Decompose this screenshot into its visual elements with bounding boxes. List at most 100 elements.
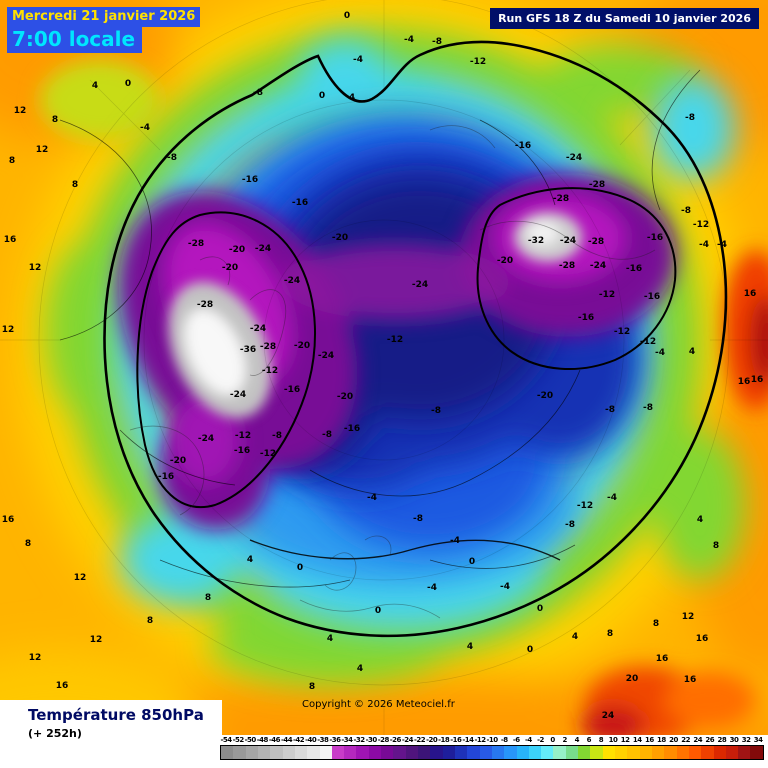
temperature-label: -12: [599, 290, 615, 300]
colorbar-tick-label: 26: [705, 736, 715, 744]
temperature-label: 16: [744, 289, 757, 299]
temperature-label: -12: [262, 366, 278, 376]
colorbar-tick-label: -8: [500, 736, 508, 744]
colorbar-tick-label: -46: [268, 736, 281, 744]
colorbar-segment: [282, 746, 295, 759]
colorbar-tick-label: -4: [525, 736, 532, 744]
colorbar-segment: [405, 746, 418, 759]
colorbar-segment: [504, 746, 517, 759]
temperature-label: -8: [413, 514, 423, 524]
temperature-label: 4: [357, 664, 363, 674]
colorbar-tick-label: -38: [317, 736, 329, 744]
colorbar-segment: [233, 746, 246, 759]
temperature-label: 16: [56, 681, 69, 691]
temperature-label: -8: [167, 153, 177, 163]
temperature-label: -28: [197, 300, 213, 310]
temperature-label: -16: [284, 385, 300, 395]
temperature-label: 0: [469, 557, 475, 567]
temperature-label: 12: [36, 145, 49, 155]
temperature-label: 12: [29, 263, 42, 273]
temperature-label: 12: [74, 573, 87, 583]
colorbar-segment: [713, 746, 726, 759]
temperature-label: 12: [682, 612, 695, 622]
colorbar-segment: [553, 746, 566, 759]
temperature-label: 4: [467, 642, 473, 652]
temperature-label: -28: [188, 239, 204, 249]
temperature-label: 12: [29, 653, 42, 663]
colorbar-segment: [664, 746, 677, 759]
temperature-label: -4: [717, 240, 727, 250]
colorbar-tick-label: 18: [657, 736, 666, 744]
temperature-label: 0: [527, 645, 533, 655]
temperature-label: -24: [284, 276, 300, 286]
colorbar-tick-label: 4: [574, 736, 580, 744]
temperature-label: 16: [4, 235, 17, 245]
colorbar-tick-label: -14: [462, 736, 474, 744]
colorbar-segment: [356, 746, 369, 759]
temperature-label: -8: [605, 405, 615, 415]
temperature-label: -8: [643, 403, 653, 413]
colorbar-labels: -54 -52 -50 -48 -46 -44 -42 -40 -38 -36 -34 -32 -30-…: [220, 736, 764, 744]
contour-lines-layer: [59, 40, 728, 638]
map-title-block: Température 850hPa (+ 252h): [0, 700, 222, 768]
temperature-label: -4: [655, 348, 665, 358]
colorbar-tick-label: -26: [389, 736, 402, 744]
temperature-label: -28: [589, 180, 605, 190]
colorbar-segment: [442, 746, 455, 759]
temperature-label: 4: [247, 555, 253, 565]
temperature-label: 8: [653, 619, 659, 629]
colorbar-segment: [418, 746, 431, 759]
temperature-label: -12: [693, 220, 709, 230]
temperature-label: -4: [500, 582, 510, 592]
colorbar-tick-label: 32: [741, 736, 751, 744]
colorbar-tick-label: -22: [413, 736, 426, 744]
temperature-label: 12: [2, 325, 15, 335]
colorbar-segment: [257, 746, 271, 759]
temperature-label: 4: [572, 632, 578, 642]
temperature-label: -4: [699, 240, 709, 250]
temperature-label: 8: [309, 682, 315, 692]
colorbar-segment: [430, 746, 443, 759]
temperature-label: -12: [235, 431, 251, 441]
temperature-label: -28: [260, 342, 276, 352]
colorbar-segment: [245, 746, 258, 759]
temperature-label: -24: [255, 244, 271, 254]
temperature-label: 16: [2, 515, 15, 525]
colorbar-segment: [319, 746, 332, 759]
temperature-label: 4: [327, 634, 333, 644]
date-box: Mercredi 21 janvier 2026 7:00 locale: [7, 7, 201, 53]
colorbar-tick-label: 12: [620, 736, 630, 744]
colorbar-segment: [491, 746, 505, 759]
colorbar-segment: [688, 746, 702, 759]
temperature-label: -8: [322, 430, 332, 440]
colorbar-segment: [627, 746, 640, 759]
colorbar-tick-label: -28: [377, 736, 390, 744]
colorbar-tick-label: -10: [486, 736, 499, 744]
temperature-label: 4: [349, 93, 355, 103]
coastlines-layer: [129, 125, 656, 619]
temperature-label: -32: [528, 236, 544, 246]
temperature-label: -24: [230, 390, 246, 400]
colorbar-segment: [528, 746, 542, 759]
temperature-label: 20: [626, 674, 639, 684]
temperature-label: -4: [367, 493, 377, 503]
colorbar-segment: [590, 746, 603, 759]
temperature-label: -16: [515, 141, 531, 151]
colorbar-segment: [479, 746, 492, 759]
temperature-label: -24: [412, 280, 428, 290]
temperature-label: -20: [337, 392, 353, 402]
colorbar-tick-label: -40: [305, 736, 317, 744]
temperature-label: -20: [497, 256, 513, 266]
temperature-label: 12: [90, 635, 103, 645]
colorbar-tick-label: -48: [256, 736, 269, 744]
temperature-label: 8: [713, 541, 719, 551]
temperature-label: 16: [738, 377, 751, 387]
colorbar-segment: [602, 746, 615, 759]
temperature-label: -20: [537, 391, 553, 401]
colorbar-segment: [725, 746, 739, 759]
colorbar-tick-label: -50: [244, 736, 257, 744]
temperature-label: -24: [590, 261, 606, 271]
temperature-label: 16: [684, 675, 697, 685]
